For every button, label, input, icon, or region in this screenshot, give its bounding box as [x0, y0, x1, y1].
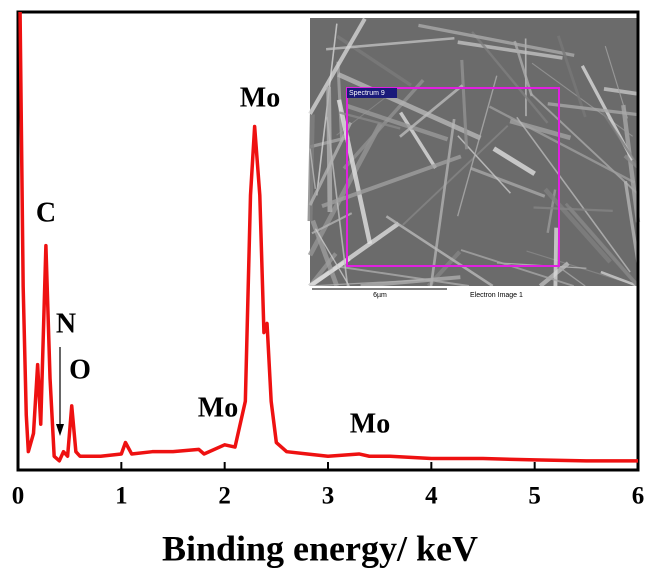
peak-label: Mo: [240, 82, 280, 113]
peak-label: O: [69, 354, 91, 385]
inset-caption: Electron Image 1: [470, 292, 523, 299]
x-tick-label: 2: [218, 483, 231, 510]
spectrum-label: Spectrum 9: [349, 90, 385, 97]
x-tick-label: 3: [322, 483, 335, 510]
scale-label: 6µm: [373, 292, 387, 299]
peak-label: C: [36, 197, 56, 228]
peak-label: Mo: [350, 408, 390, 439]
x-tick-label: 6: [632, 483, 645, 510]
peak-label: Mo: [198, 392, 238, 423]
sem-inset: Spectrum 9 6µm Electron Image 1: [310, 18, 638, 300]
x-tick-label: 1: [115, 483, 128, 510]
x-tick-label: 0: [12, 483, 25, 510]
chart: Spectrum 9 6µm Electron Image 1 Binding …: [0, 0, 652, 579]
x-tick-label: 4: [425, 483, 438, 510]
x-tick-label: 5: [528, 483, 541, 510]
peak-label: N: [56, 308, 76, 339]
fiber: [329, 87, 330, 212]
arrow-head: [56, 424, 64, 436]
x-axis-label: Binding energy/ keV: [162, 528, 478, 568]
fiber: [555, 228, 556, 286]
